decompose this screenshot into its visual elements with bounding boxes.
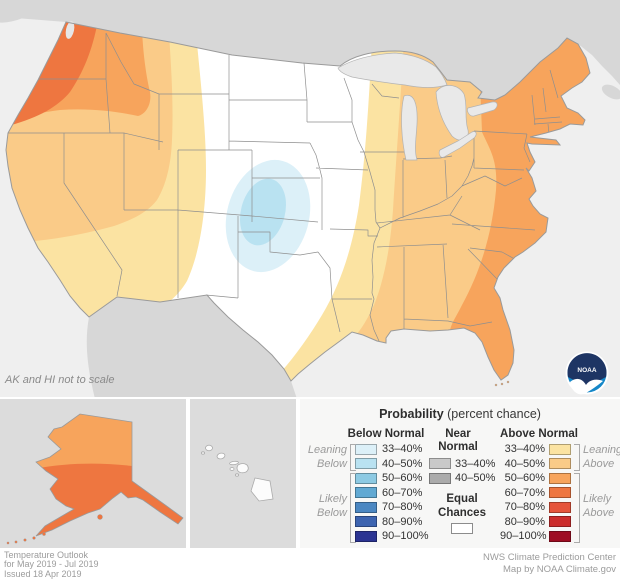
legend-below-header: Below Normal — [347, 428, 425, 440]
alaska-outline — [35, 413, 184, 537]
swatch-above-70-80 — [549, 501, 571, 513]
swatch-below-33-40 — [355, 443, 377, 455]
puget-sound-water — [65, 21, 75, 39]
swatch-above-33-40 — [549, 443, 571, 455]
legend-title: Probability (percent chance) — [379, 407, 541, 421]
florida-keys — [494, 380, 510, 387]
lake-huron — [435, 85, 469, 141]
footer-source: NWS Climate Prediction Center — [482, 552, 616, 563]
lake-ontario — [467, 101, 498, 117]
map-scale-note: AK and HI not to scale — [5, 374, 115, 386]
label-above-33-40: 33–40% — [504, 443, 545, 455]
swatch-equal-chances — [451, 523, 473, 534]
label-above-50-60: 50–60% — [504, 472, 545, 484]
side-label-likely-below: Likely Below — [317, 493, 347, 519]
swatch-above-60-70 — [549, 487, 571, 498]
aleutian-islands — [6, 514, 103, 545]
swatch-above-90-100 — [549, 530, 571, 542]
swatch-near-33-40 — [429, 458, 451, 469]
label-below-60-70: 60–70% — [382, 486, 423, 499]
hawaii-islands — [200, 444, 274, 502]
swatch-below-90-100 — [355, 530, 377, 542]
mexico-landmass — [86, 295, 297, 397]
noaa-logo-text: NOAA — [577, 367, 596, 374]
hawaii-inset-panel — [190, 399, 296, 548]
nova-scotia — [601, 84, 620, 100]
noaa-logo: NOAA — [565, 351, 609, 395]
great-lakes — [337, 52, 498, 161]
label-below-33-40: 33–40% — [382, 443, 423, 455]
label-near-33-40: 33–40% — [455, 457, 496, 470]
swatch-above-40-50 — [549, 458, 571, 469]
swatch-near-40-50 — [429, 472, 451, 484]
label-above-90-100: 90–100% — [500, 530, 547, 542]
swatch-below-60-70 — [355, 487, 377, 498]
alaska-south-band — [36, 463, 183, 536]
label-below-50-60: 50–60% — [382, 472, 423, 484]
conus-outlook-map: NOAA — [0, 0, 620, 397]
state-borders — [6, 32, 563, 342]
legend-near-header-1: Near — [445, 428, 471, 440]
footer-attribution-left: Temperature Outlook for May 2019 - Jul 2… — [4, 550, 99, 579]
footer-period: for May 2019 - Jul 2019 — [4, 559, 99, 570]
swatch-below-50-60 — [355, 472, 377, 484]
alaska-map — [6, 413, 184, 545]
label-above-60-70: 60–70% — [504, 486, 545, 499]
lake-michigan — [401, 94, 418, 161]
bracket-likely-above — [574, 473, 580, 543]
label-below-70-80: 70–80% — [382, 501, 423, 513]
alaska-inset-panel — [0, 399, 186, 548]
lake-superior — [337, 52, 448, 88]
legend-above-header: Above Normal — [500, 428, 578, 440]
label-near-40-50: 40–50% — [455, 472, 496, 484]
canada-landmass — [0, 0, 620, 100]
band-below-40-50-ellipse — [239, 178, 287, 246]
vancouver-island — [0, 0, 45, 23]
bracket-leaning-below — [350, 444, 356, 471]
swatch-above-50-60 — [549, 472, 571, 484]
legend-panel: Probability (percent chance) Below Norma… — [300, 399, 620, 548]
label-below-80-90: 80–90% — [382, 515, 423, 528]
label-above-70-80: 70–80% — [504, 501, 545, 513]
hawaii-map — [200, 444, 274, 502]
footer-title: Temperature Outlook — [4, 550, 89, 560]
bracket-likely-below — [350, 473, 356, 543]
label-below-90-100: 90–100% — [382, 530, 429, 542]
footer-attribution-right: NWS Climate Prediction Center Map by NOA… — [483, 552, 616, 575]
us-outline — [5, 21, 591, 382]
legend-near-header-2: Normal — [438, 441, 478, 453]
label-above-80-90: 80–90% — [504, 515, 545, 528]
legend-equal-1: Equal — [446, 493, 478, 505]
footer-credit: Map by NOAA Climate.gov — [503, 563, 616, 575]
side-label-leaning-below: Leaning Below — [307, 444, 347, 470]
swatch-below-70-80 — [355, 501, 377, 513]
swatch-below-80-90 — [355, 516, 377, 527]
swatch-above-80-90 — [549, 516, 571, 527]
swatch-below-40-50 — [355, 458, 377, 469]
footer-issued: Issued 18 Apr 2019 — [4, 568, 82, 579]
lake-erie — [438, 131, 477, 158]
side-label-likely-above: Likely Above — [583, 493, 615, 519]
label-below-40-50: 40–50% — [382, 457, 423, 470]
side-label-leaning-above: Leaning Above — [583, 444, 620, 470]
bracket-leaning-above — [574, 444, 580, 471]
legend-equal-2: Chances — [438, 506, 486, 519]
label-above-40-50: 40–50% — [504, 457, 545, 470]
